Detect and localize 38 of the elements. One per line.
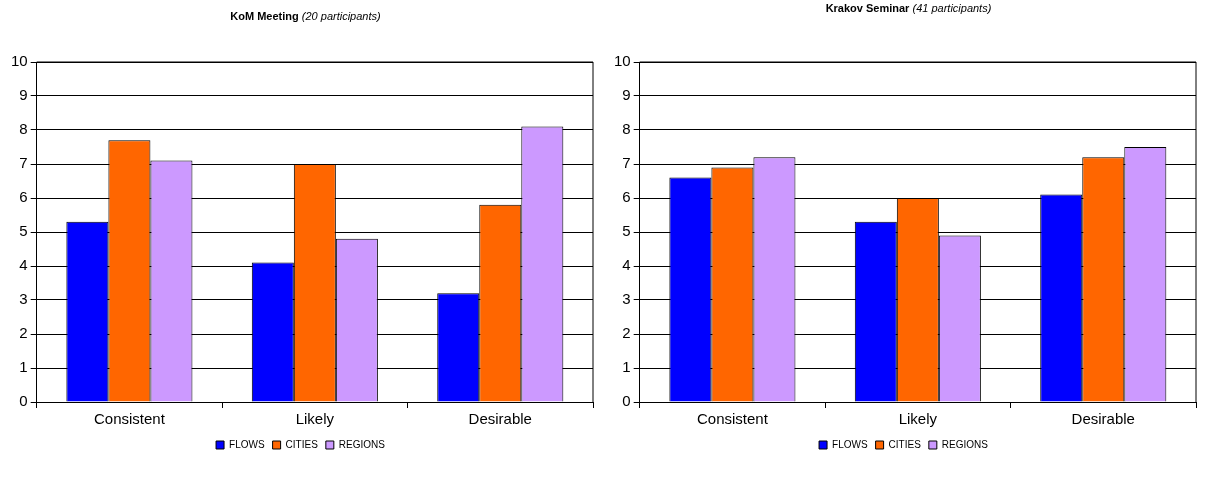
chart-subtitle: (41 participants) [912,2,992,14]
legend-label: FLOWS [832,438,868,450]
y-tick-label: 8 [622,120,631,138]
y-tick-label: 9 [622,86,631,104]
legend-label: FLOWS [229,438,265,450]
y-tick-label: 3 [19,290,28,308]
x-tick-label: Consistent [93,410,166,428]
y-tick-label: 2 [622,324,631,342]
chart-subtitle: (20 participants) [301,10,381,22]
y-tick-label: 7 [19,154,28,172]
legend-label: REGIONS [941,438,989,450]
y-tick-label: 4 [622,256,631,274]
y-tick-label: 0 [19,392,28,410]
y-tick-label: 9 [19,86,28,104]
y-tick-label: 10 [614,52,631,70]
legend-label: CITIES [285,438,319,450]
x-tick-label: Consistent [696,410,769,428]
chart-title: Krakov Seminar [825,2,910,14]
y-tick-label: 5 [622,222,631,240]
x-tick-label: Likely [898,410,938,428]
y-tick-label: 0 [622,392,631,410]
x-tick-label: Desirable [1071,410,1135,428]
y-tick-label: 10 [11,52,28,70]
y-tick-label: 2 [19,324,28,342]
x-tick-label: Likely [295,410,335,428]
x-tick-label: Desirable [468,410,532,428]
y-tick-label: 1 [19,358,28,376]
y-tick-label: 1 [622,358,631,376]
y-tick-label: 4 [19,256,28,274]
legend-label: CITIES [888,438,922,450]
legend-label: REGIONS [338,438,386,450]
y-tick-label: 6 [622,188,631,206]
y-tick-label: 8 [19,120,28,138]
y-tick-label: 5 [19,222,28,240]
chart-title: KoM Meeting [230,10,299,22]
y-tick-label: 3 [622,290,631,308]
y-tick-label: 7 [622,154,631,172]
y-tick-label: 6 [19,188,28,206]
